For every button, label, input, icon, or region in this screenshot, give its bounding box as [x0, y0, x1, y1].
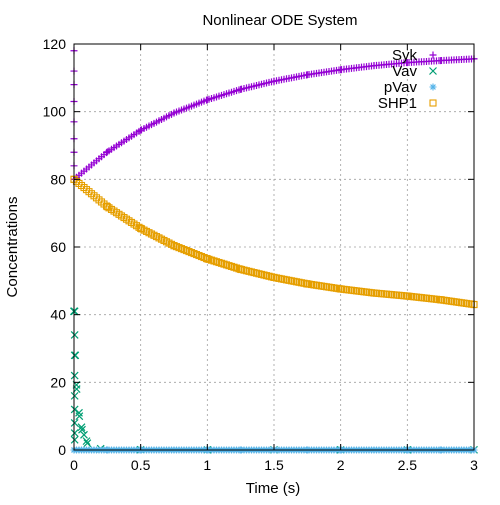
series-shp1	[70, 175, 478, 309]
data-point-shp1	[203, 255, 211, 263]
data-point-vav	[70, 435, 79, 444]
x-tick-label: 0.5	[131, 457, 151, 473]
y-tick-label: 100	[43, 104, 67, 120]
data-point-vav	[70, 351, 79, 360]
data-point-vav	[70, 307, 79, 316]
y-axis-label: Concentrations	[4, 197, 21, 298]
y-tick-label: 20	[50, 374, 66, 390]
data-point-shp1	[370, 289, 378, 297]
chart-title: Nonlinear ODE System	[202, 12, 357, 29]
data-point-shp1	[303, 280, 311, 288]
data-point-shp1	[237, 265, 245, 273]
data-point-syk	[403, 59, 411, 67]
x-tick-label: 1.5	[264, 457, 284, 473]
data-point-vav	[70, 405, 79, 414]
data-point-syk	[437, 57, 445, 65]
legend-marker-vav	[429, 67, 437, 75]
x-axis-label: Time (s)	[246, 480, 300, 497]
data-point-shp1	[103, 203, 111, 211]
series-point-vav	[80, 430, 88, 439]
series-syk	[70, 55, 478, 183]
data-point-syk	[137, 126, 145, 134]
x-tick-label: 1	[203, 457, 211, 473]
data-point-vav	[70, 429, 79, 438]
y-tick-label: 0	[58, 442, 66, 458]
x-tick-label: 0	[70, 457, 78, 473]
data-point-syk	[170, 109, 178, 117]
x-tick-label: 3	[470, 457, 478, 473]
data-point-vav	[83, 439, 92, 448]
x-tick-label: 2	[337, 457, 345, 473]
data-point-vav	[70, 371, 79, 380]
y-tick-label: 40	[50, 307, 66, 323]
series-point-vav	[82, 437, 91, 446]
data-point-syk	[303, 71, 311, 79]
data-point-syk	[270, 77, 278, 85]
legend-label-shp1: SHP1	[378, 95, 417, 112]
x-tick-label: 2.5	[398, 457, 418, 473]
legend-label-pvav: pVav	[384, 79, 418, 96]
legend-label-syk: Syk	[392, 47, 418, 64]
data-point-syk	[103, 148, 111, 156]
data-point-shp1	[170, 242, 178, 250]
grid	[74, 44, 474, 450]
legend-marker-shp1	[429, 99, 437, 107]
legend-marker-pvav	[429, 83, 437, 91]
data-point-syk	[337, 66, 345, 74]
legend-label-vav: Vav	[392, 63, 417, 80]
data-point-shp1	[137, 224, 145, 232]
data-point-vav	[70, 331, 79, 339]
data-point-shp1	[403, 292, 411, 300]
legend-marker-syk	[429, 51, 437, 59]
y-tick-label: 120	[43, 36, 67, 52]
y-tick-label: 80	[50, 171, 66, 187]
data-point-vav	[70, 419, 79, 427]
data-point-shp1	[437, 296, 445, 304]
series-point-vav	[77, 423, 86, 432]
data-point-vav	[75, 412, 84, 421]
data-point-vav	[78, 425, 86, 434]
data-point-shp1	[270, 273, 278, 282]
series-point-vav	[75, 408, 83, 417]
data-point-syk	[237, 85, 245, 93]
data-point-syk	[370, 62, 378, 70]
ticks: 0 0.5 1 1.5 2 2.5 3 0 20 40 60 80 100 120	[43, 36, 478, 473]
data-point-shp1	[337, 285, 345, 293]
data-point-vav	[70, 391, 79, 400]
y-tick-label: 60	[50, 239, 66, 255]
data-point-syk	[203, 96, 211, 104]
